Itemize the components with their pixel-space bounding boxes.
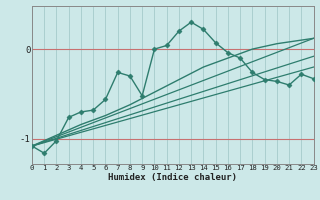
X-axis label: Humidex (Indice chaleur): Humidex (Indice chaleur) [108, 173, 237, 182]
